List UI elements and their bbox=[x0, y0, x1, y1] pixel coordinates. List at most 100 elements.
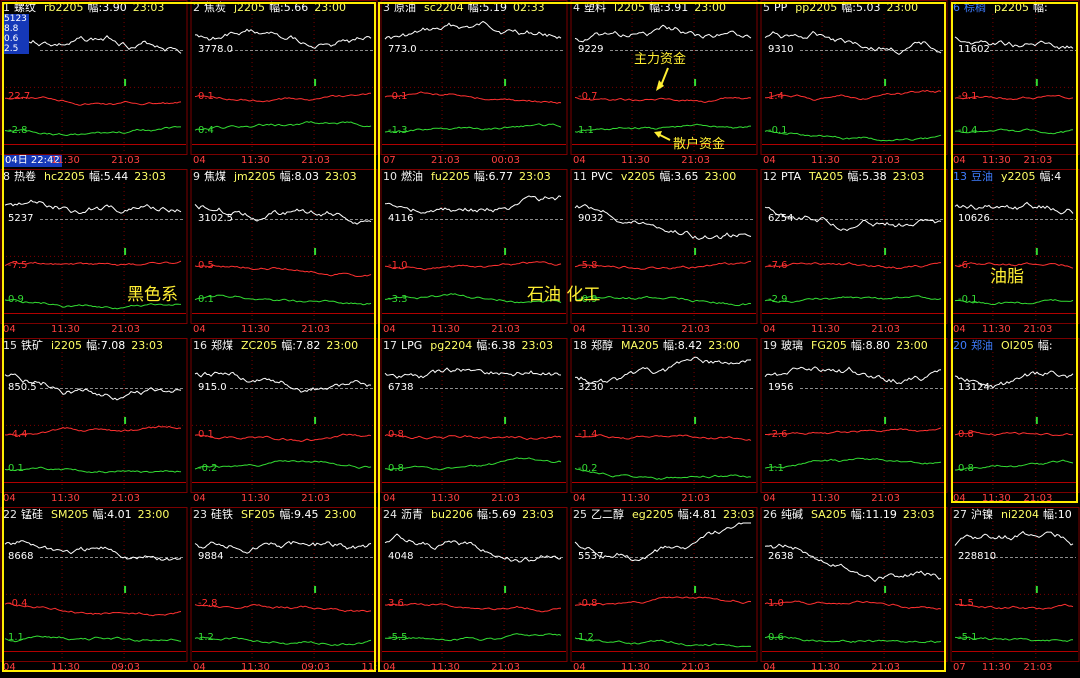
price-value: 5237 bbox=[8, 213, 34, 225]
chart-panel-p2205[interactable]: 6 棕榈 p2205 幅: 11602 -9.1 -0.4 04 11:30 21:03 bbox=[950, 0, 1080, 168]
annotation-retail-fund: 散户资金 bbox=[673, 137, 726, 152]
date-label: 04 bbox=[193, 493, 206, 504]
header-idx: 5 bbox=[763, 1, 770, 14]
price-value: 2638 bbox=[768, 551, 794, 563]
date-label: 04 bbox=[3, 324, 16, 335]
panel-header: 26 纯碱 SA205 幅:11.19 23:03 bbox=[763, 508, 948, 522]
selected-value: 2.5 bbox=[4, 44, 19, 54]
main-fund-line bbox=[574, 434, 752, 441]
panel-header: 25 乙二醇 eg2205 幅:4.81 23:03 bbox=[573, 508, 758, 522]
date-label: 04 bbox=[573, 493, 586, 504]
header-idx: 8 bbox=[3, 170, 10, 183]
header-code: l2205 bbox=[614, 1, 646, 14]
retail-fund-value: -0.2 bbox=[198, 463, 218, 475]
time-tick: 21:03 bbox=[681, 662, 711, 673]
time-axis: 04 11:30 21:03 bbox=[383, 324, 565, 336]
chart-panel-fu2205[interactable]: 10 燃油 fu2205 幅:6.77 23:03 4116 -1.0 -3.3 04 11:30… bbox=[380, 169, 568, 337]
time-tick: 11:30 bbox=[981, 324, 1011, 335]
time-tick: 11:30 bbox=[241, 493, 270, 504]
header-idx: 19 bbox=[763, 339, 777, 352]
chart-panel-ni2204[interactable]: 27 沪镍 ni2204 幅:10 228810 1.5 -5.1 07 11:30 21:03 bbox=[950, 507, 1080, 675]
chart-panel-MA205[interactable]: 18 郑醇 MA205 幅:8.42 23:00 3230 -1.4 -0.2 04 11:30 2… bbox=[570, 338, 758, 506]
time-axis: 04 11:30 21:03 bbox=[383, 493, 565, 505]
chart-panel-v2205[interactable]: 11 PVC v2205 幅:3.65 23:00 9032 -5.8 -0.9 04 11:30… bbox=[570, 169, 758, 337]
mini-chart bbox=[760, 0, 948, 155]
chart-panel-hc2205[interactable]: 8 热卷 hc2205 幅:5.44 23:03 5237 -7.5 0.9 04 11:30 21… bbox=[0, 169, 188, 337]
price-value: 13124 bbox=[958, 382, 990, 394]
mini-chart bbox=[380, 507, 568, 662]
main-fund-line bbox=[194, 264, 372, 278]
chart-panel-SM205[interactable]: 22 锰硅 SM205 幅:4.01 23:00 8668 -0.4 1.1 04 11:30 09… bbox=[0, 507, 188, 675]
retail-fund-value: 0.8 bbox=[388, 463, 404, 475]
main-fund-line bbox=[764, 600, 942, 610]
time-tick: 21:03 bbox=[491, 324, 521, 335]
retail-fund-line bbox=[384, 293, 562, 304]
chart-panel-sc2204[interactable]: 3 原油 sc2204 幅:5.19 02:33 773.0 -0.1 -1.3 07 21:03… bbox=[380, 0, 568, 168]
date-label: 04 bbox=[953, 155, 966, 166]
header-amp: 幅:5.66 bbox=[269, 1, 309, 14]
retail-fund-line bbox=[764, 457, 942, 469]
header-time: 23:03 bbox=[324, 170, 357, 183]
time-tick: 11:30 bbox=[811, 324, 840, 335]
panel-header: 13 豆油 y2205 幅:4 bbox=[953, 170, 1080, 184]
time-tick: 21:03 bbox=[301, 324, 331, 335]
chart-panel-j2205[interactable]: 2 焦炭 j2205 幅:5.66 23:00 3778.0 0.1 0.4 04 11:30 21… bbox=[190, 0, 378, 168]
chart-panel-TA205[interactable]: 12 PTA TA205 幅:5.38 23:03 6254 -7.6 -2.9 04 11:30… bbox=[760, 169, 948, 337]
time-tick: 21:03 bbox=[871, 493, 901, 504]
time-tick: 11:30 bbox=[51, 662, 80, 673]
header-time: 23:03 bbox=[892, 170, 925, 183]
time-axis: 04 11:30 21:03 bbox=[3, 324, 185, 336]
price-line bbox=[384, 20, 562, 40]
chart-panel-pp2205[interactable]: 5 PP pp2205 幅:5.03 23:00 9310 1.4 -0.1 04 11:30 21… bbox=[760, 0, 948, 168]
group-label-oil: 油脂 bbox=[990, 267, 1024, 287]
chart-panel-eg2205[interactable]: 25 乙二醇 eg2205 幅:4.81 23:03 5537 -0.8 1.2 04 11:30… bbox=[570, 507, 758, 675]
mini-chart bbox=[950, 0, 1080, 155]
price-line bbox=[4, 199, 182, 215]
time-tick: 21:03 bbox=[1023, 662, 1053, 673]
chart-panel-pg2204[interactable]: 17 LPG pg2204 幅:6.38 23:03 6738 0.8 0.8 04 11:30 2… bbox=[380, 338, 568, 506]
chart-panel-bu2206[interactable]: 24 沥青 bu2206 幅:5.69 23:03 4048 3.6 -5.5 04 11:30 2… bbox=[380, 507, 568, 675]
main-fund-line bbox=[954, 603, 1074, 610]
header-name: 豆油 bbox=[971, 170, 993, 183]
header-time: 23:00 bbox=[708, 339, 740, 352]
selected-value: 5123 bbox=[4, 14, 27, 24]
chart-panel-ZC205[interactable]: 16 郑煤 ZC205 幅:7.82 23:00 915.0 0.1 -0.2 04 11:30 2… bbox=[190, 338, 378, 506]
chart-panel-SA205[interactable]: 26 纯碱 SA205 幅:11.19 23:03 2638 1.0 0.6 04 11:30 21… bbox=[760, 507, 948, 675]
main-fund-value: -6. bbox=[958, 260, 972, 272]
panel-header: 9 焦煤 jm2205 幅:8.03 23:03 bbox=[193, 170, 378, 184]
header-code: bu2206 bbox=[431, 508, 473, 521]
header-amp: 幅:7.08 bbox=[86, 339, 126, 352]
selected-value-list: 5123 8.8 0.6 2.5 bbox=[2, 14, 29, 54]
chart-panel-y2205[interactable]: 13 豆油 y2205 幅:4 10626 -6. -0.1 04 11:30 21:03 bbox=[950, 169, 1080, 337]
time-axis: 04 11:30 21:03 bbox=[193, 324, 375, 336]
header-idx: 18 bbox=[573, 339, 587, 352]
price-line bbox=[764, 206, 942, 232]
header-amp: 幅:7.82 bbox=[281, 339, 321, 352]
price-value: 4116 bbox=[388, 213, 414, 225]
chart-panel-OI205[interactable]: 20 郑油 OI205 幅: 13124 0.8 0.8 04 11:30 21:03 bbox=[950, 338, 1080, 506]
chart-panel-SF205[interactable]: 23 硅铁 SF205 幅:9.45 23:00 9884 -2.8 1.2 04 11:30 09… bbox=[190, 507, 378, 675]
time-axis: 04 11:30 21:03 bbox=[763, 324, 945, 336]
date-label: 04 bbox=[573, 662, 586, 673]
header-code: MA205 bbox=[621, 339, 660, 352]
header-idx: 20 bbox=[953, 339, 967, 352]
chart-panel-jm2205[interactable]: 9 焦煤 jm2205 幅:8.03 23:03 3102.5 0.5 0.1 04 11:30 2… bbox=[190, 169, 378, 337]
main-fund-value: -1.4 bbox=[578, 429, 598, 441]
price-line bbox=[4, 373, 182, 401]
time-tick: 09:03 bbox=[111, 662, 141, 673]
header-idx: 2 bbox=[193, 1, 200, 14]
chart-panel-l2205[interactable]: 4 塑料 l2205 幅:3.91 23:00 9229 -0.7 1.1 04 11:30 21:… bbox=[570, 0, 758, 168]
time-axis: 04 11:30 21:03 bbox=[573, 662, 755, 674]
price-line bbox=[954, 370, 1074, 389]
chart-panel-FG205[interactable]: 19 玻璃 FG205 幅:8.80 23:00 1956 -2.6 1.1 04 11:30 21… bbox=[760, 338, 948, 506]
chart-panel-i2205[interactable]: 15 铁矿 i2205 幅:7.08 23:03 850.5 -4.4 0.1 04 11:30 2… bbox=[0, 338, 188, 506]
time-tick: 21:03 bbox=[1023, 155, 1053, 166]
price-line bbox=[194, 204, 372, 225]
main-fund-value: 1.0 bbox=[768, 598, 784, 610]
header-name: LPG bbox=[401, 339, 423, 352]
retail-fund-value: 0.9 bbox=[8, 294, 24, 306]
date-label: 07 bbox=[953, 662, 966, 673]
price-value: 6738 bbox=[388, 382, 414, 394]
time-tick: 21:03 bbox=[491, 662, 521, 673]
